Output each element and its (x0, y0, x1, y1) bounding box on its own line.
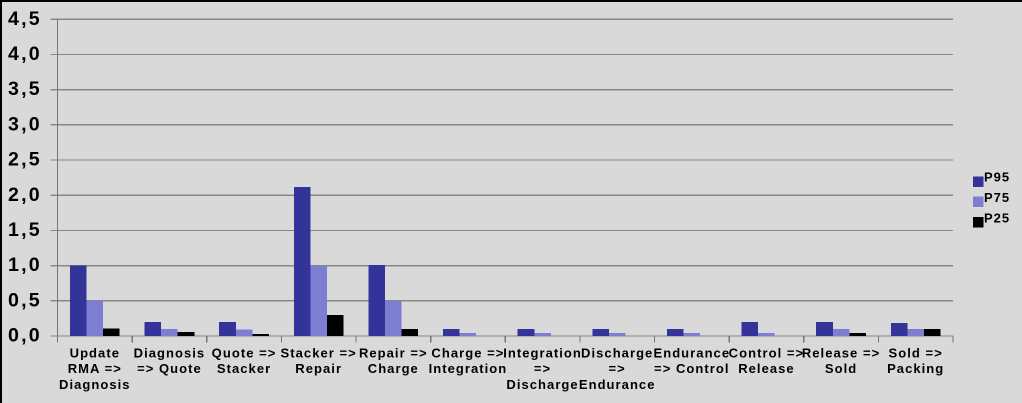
svg-text:3,5: 3,5 (8, 78, 42, 100)
svg-text:Diagnosis: Diagnosis (59, 377, 131, 392)
svg-text:Charge: Charge (368, 361, 419, 376)
svg-text:=>: => (534, 361, 551, 376)
svg-text:RMA =>: RMA => (68, 361, 122, 376)
svg-text:1,0: 1,0 (8, 254, 42, 276)
svg-text:Integration: Integration (429, 361, 508, 376)
svg-text:Sold: Sold (825, 361, 857, 376)
svg-text:Update: Update (70, 346, 120, 361)
svg-text:P95: P95 (984, 170, 1010, 185)
svg-text:4,5: 4,5 (8, 8, 42, 30)
svg-text:Stacker: Stacker (217, 361, 271, 376)
svg-text:Endurance: Endurance (579, 377, 656, 392)
svg-text:=> Control: => Control (654, 361, 730, 376)
svg-text:P25: P25 (984, 211, 1010, 226)
svg-text:Sold =>: Sold => (889, 346, 943, 361)
svg-text:Repair: Repair (295, 361, 342, 376)
svg-text:1,5: 1,5 (8, 219, 42, 241)
svg-text:2,0: 2,0 (8, 184, 42, 206)
svg-text:Release: Release (738, 361, 795, 376)
svg-text:Integration: Integration (503, 346, 582, 361)
svg-text:Endurance: Endurance (653, 346, 730, 361)
svg-text:Discharge: Discharge (581, 346, 653, 361)
svg-text:0,0: 0,0 (8, 325, 42, 347)
svg-text:=> Quote: => Quote (137, 361, 202, 376)
svg-text:4,0: 4,0 (8, 43, 42, 65)
svg-text:P75: P75 (984, 190, 1010, 205)
svg-text:Packing: Packing (887, 361, 944, 376)
svg-text:Quote =>: Quote => (212, 346, 277, 361)
svg-text:3,0: 3,0 (8, 113, 42, 135)
svg-text:Discharge: Discharge (506, 377, 578, 392)
svg-text:Release =>: Release => (802, 346, 880, 361)
svg-text:0,5: 0,5 (8, 289, 42, 311)
svg-text:Repair =>: Repair => (359, 346, 428, 361)
svg-text:Diagnosis: Diagnosis (134, 346, 206, 361)
svg-text:Charge =>: Charge => (431, 346, 504, 361)
svg-text:Stacker =>: Stacker => (281, 346, 357, 361)
svg-text:=>: => (609, 361, 626, 376)
svg-text:Control =>: Control => (729, 346, 805, 361)
svg-text:2,5: 2,5 (8, 149, 42, 171)
